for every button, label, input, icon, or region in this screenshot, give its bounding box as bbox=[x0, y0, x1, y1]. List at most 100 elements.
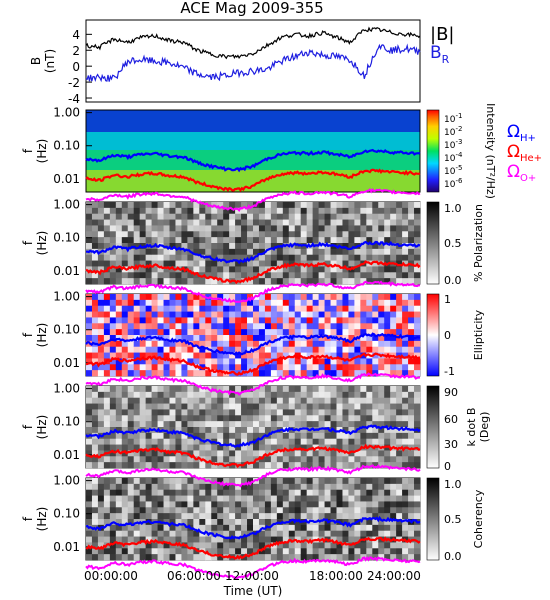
spectrogram-cell bbox=[91, 225, 99, 232]
spectrogram-cell bbox=[169, 213, 176, 220]
spectrogram-cell bbox=[330, 213, 337, 220]
spectrogram-cell bbox=[408, 548, 415, 555]
spectrogram-cell bbox=[91, 513, 99, 520]
spectrogram-cell bbox=[175, 202, 182, 209]
spectrogram-cell bbox=[97, 483, 105, 491]
spectrogram-cell bbox=[318, 438, 325, 445]
spectrogram-cell bbox=[247, 519, 254, 526]
spectrogram-cell bbox=[199, 403, 206, 410]
spectrogram-cell bbox=[175, 213, 182, 220]
spectrogram-cell bbox=[235, 311, 242, 318]
spectrogram-cell bbox=[408, 207, 415, 215]
spectrogram-cell bbox=[217, 278, 224, 285]
spectrogram-cell bbox=[127, 438, 135, 445]
spectrogram-cell bbox=[91, 364, 99, 371]
spectrogram-cell bbox=[86, 421, 93, 428]
spectrogram-cell bbox=[91, 213, 99, 220]
spectrogram-cell bbox=[312, 507, 319, 514]
spectrogram-cell bbox=[384, 438, 391, 445]
spectrogram-cell bbox=[342, 299, 349, 307]
spectrogram-cell bbox=[91, 409, 99, 416]
spectrogram-cell bbox=[294, 370, 302, 377]
spectrogram-cell bbox=[264, 237, 272, 244]
spectrogram-cell bbox=[229, 450, 236, 457]
spectrogram-cell bbox=[324, 272, 331, 279]
spectrogram-cell bbox=[223, 530, 230, 537]
spectrogram-cell bbox=[384, 278, 391, 285]
spectrogram-cell bbox=[324, 231, 331, 238]
spectrogram-cell bbox=[169, 513, 176, 520]
spectrogram-cell bbox=[384, 501, 391, 508]
spectrogram-cell bbox=[270, 507, 278, 514]
spectrogram-cell bbox=[223, 478, 230, 485]
spectrogram-cell bbox=[282, 421, 290, 428]
spectrogram-cell bbox=[169, 427, 176, 434]
spectrogram-cell bbox=[223, 386, 230, 393]
spectrogram-cell bbox=[348, 427, 355, 434]
spectrogram-cell bbox=[145, 513, 152, 520]
spectrogram-cell bbox=[157, 495, 164, 502]
spectrogram-cell bbox=[396, 391, 403, 399]
spectrogram-cell bbox=[91, 495, 99, 502]
spectrogram-cell bbox=[217, 266, 224, 273]
spectrogram-cell bbox=[181, 519, 188, 526]
spectrogram-cell bbox=[163, 260, 170, 267]
spectrogram-cell bbox=[348, 462, 355, 469]
spectrogram-cell bbox=[109, 421, 117, 428]
spectrogram-cell bbox=[288, 397, 296, 404]
spectrogram-cell bbox=[163, 524, 170, 532]
spectrogram-cell bbox=[145, 421, 152, 428]
spectrogram-cell bbox=[396, 364, 403, 371]
spectrogram-cell bbox=[163, 213, 170, 220]
spectrogram-cell bbox=[229, 219, 236, 226]
spectrogram-cell bbox=[288, 323, 296, 330]
spectrogram-cell bbox=[402, 352, 409, 359]
spectrogram-cell bbox=[396, 478, 403, 485]
spectrogram-cell bbox=[175, 501, 182, 508]
spectrogram-cell bbox=[378, 427, 385, 434]
spectrogram-cell bbox=[342, 254, 349, 261]
spectrogram-cell bbox=[229, 352, 236, 359]
spectrogram-cell bbox=[253, 397, 260, 404]
spectrogram-cell bbox=[294, 450, 302, 457]
spectrogram-cell bbox=[414, 462, 421, 469]
spectrogram-cell bbox=[282, 489, 290, 496]
spectrogram-cell bbox=[396, 548, 403, 555]
spectrogram-cell bbox=[378, 305, 385, 312]
spectrogram-cell bbox=[300, 421, 307, 428]
spectrogram-cell bbox=[223, 305, 230, 312]
spectrogram-cell bbox=[139, 207, 146, 215]
spectrogram-cell bbox=[235, 519, 242, 526]
spectrogram-cell bbox=[312, 391, 319, 399]
spectrogram-cell bbox=[151, 323, 158, 330]
spectrogram-cell bbox=[306, 329, 313, 336]
spectrogram-cell bbox=[372, 542, 379, 549]
spectrogram-cell bbox=[241, 489, 248, 496]
spectrogram-cell bbox=[175, 456, 182, 463]
spectrogram-cell bbox=[294, 391, 302, 399]
spectrogram-cell bbox=[390, 409, 397, 416]
spectrogram-cell bbox=[366, 335, 373, 342]
spectrogram-cell bbox=[247, 364, 254, 371]
spectrogram-cell bbox=[157, 219, 164, 226]
spectrogram-cell bbox=[396, 519, 403, 526]
spectrogram-cell bbox=[330, 346, 337, 353]
spectrogram-cell bbox=[86, 272, 93, 279]
spectrogram-cell bbox=[348, 530, 355, 537]
spectrogram-cell bbox=[264, 231, 272, 238]
spectrogram-cell bbox=[121, 317, 129, 324]
spectrogram-cell bbox=[133, 272, 140, 279]
spectrogram-cell bbox=[241, 311, 248, 318]
spectrogram-cell bbox=[300, 554, 307, 561]
spectrogram-cell bbox=[312, 207, 319, 215]
spectrogram-cell bbox=[282, 495, 290, 502]
spectrogram-cell bbox=[300, 548, 307, 555]
spectrogram-cell bbox=[145, 231, 152, 238]
spectrogram-cell bbox=[109, 554, 117, 561]
spectrogram-cell bbox=[402, 421, 409, 428]
spectrogram-cell bbox=[247, 370, 254, 377]
spectrogram-cell bbox=[127, 248, 135, 256]
spectrogram-cell bbox=[264, 415, 272, 422]
spectrogram-cell bbox=[253, 340, 260, 348]
spectrogram-cell bbox=[217, 370, 224, 377]
